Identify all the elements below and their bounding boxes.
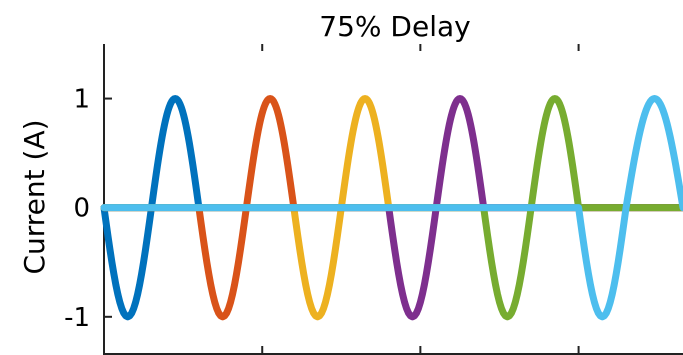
y-tick-label: 0	[73, 194, 90, 224]
x-ticks	[261, 44, 580, 354]
y-axis-label: Current (A)	[18, 119, 51, 274]
series-line-3	[100, 95, 683, 321]
series-group	[100, 95, 683, 321]
series-line-6	[100, 95, 683, 321]
axes	[103, 44, 683, 355]
chart-title: 75% Delay	[319, 10, 470, 43]
y-tick-label: -1	[64, 303, 90, 333]
y-tick-label: 1	[73, 85, 90, 115]
series-line-4	[100, 95, 683, 321]
